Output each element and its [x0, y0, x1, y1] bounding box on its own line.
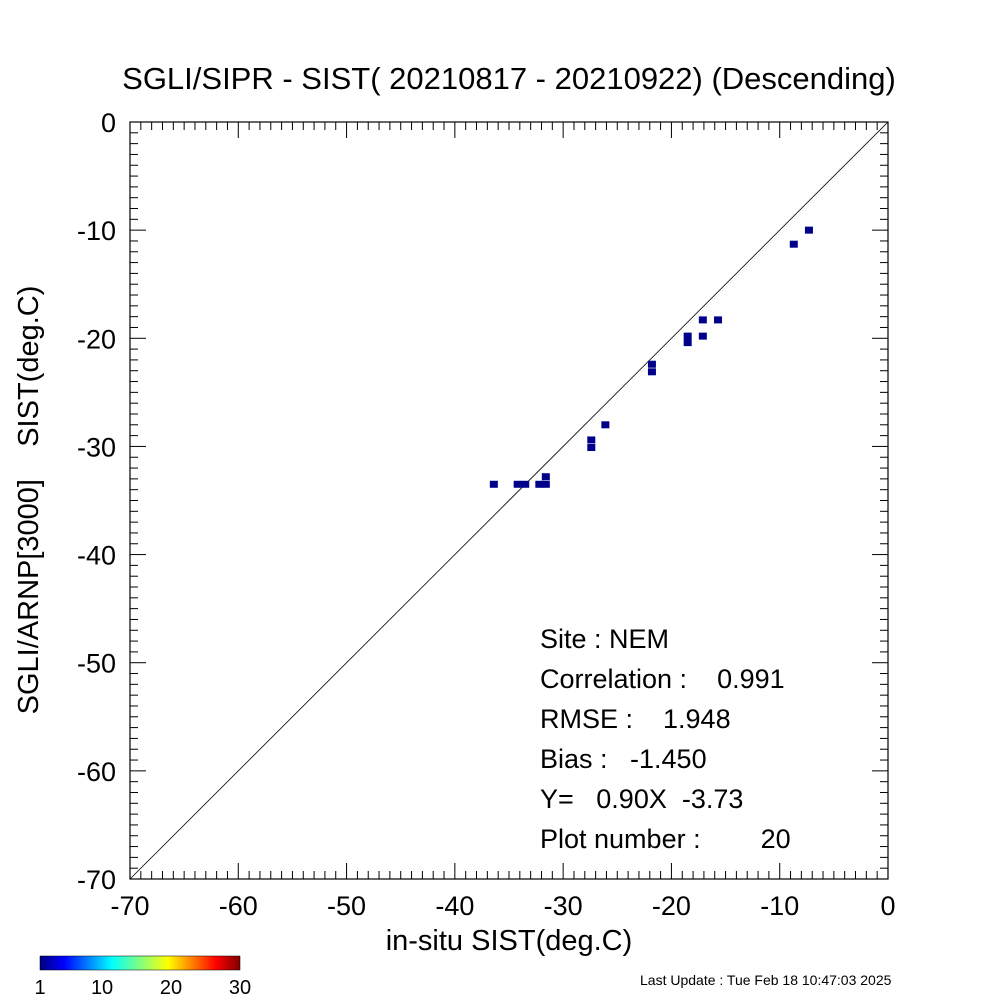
scatter-point: [521, 480, 530, 488]
scatter-point: [587, 444, 596, 452]
colorbar-tick-label: 20: [160, 977, 182, 999]
scatter-point: [713, 316, 722, 324]
y-tick-label: -20: [77, 324, 116, 354]
x-tick-label: -30: [544, 891, 583, 921]
x-tick-label: -60: [219, 891, 258, 921]
scatter-point: [513, 480, 522, 488]
y-tick-label: -10: [77, 216, 116, 246]
y-tick-label: -60: [77, 757, 116, 787]
y-axis-label: SGLI/ARNP[3000] SIST(deg.C): [13, 286, 45, 715]
scatter-point: [535, 480, 544, 488]
colorbar: [39, 955, 241, 971]
stats-box: Site : NEM Correlation : 0.991 RMSE : 1.…: [540, 624, 791, 854]
scatter-point: [683, 339, 692, 347]
x-tick-label: 0: [880, 891, 895, 921]
colorbar-tick-label: 10: [91, 977, 113, 999]
y-tick-label: -50: [77, 649, 116, 679]
scatter-point: [587, 436, 596, 444]
stat-correlation: Correlation : 0.991: [540, 664, 785, 694]
y-tick-label: -30: [77, 432, 116, 462]
scatter-point: [698, 316, 707, 324]
x-axis-label: in-situ SIST(deg.C): [386, 925, 633, 957]
last-update: Last Update : Tue Feb 18 10:47:03 2025: [640, 972, 892, 988]
y-tick-label: -70: [77, 865, 116, 895]
scatter-point: [683, 332, 692, 340]
scatter-point: [541, 473, 550, 481]
plot-axes: -70 -60 -50 -40 -30 -20 -10 0 0 -10 -20 -30 -40 -50 -6…: [77, 108, 896, 921]
scatter-point: [698, 332, 707, 340]
scatter-point: [601, 421, 610, 429]
scatter-point: [804, 226, 813, 234]
scatter-point: [647, 360, 656, 368]
stat-rmse: RMSE : 1.948: [540, 704, 731, 734]
x-tick-label: -50: [327, 891, 366, 921]
stat-regression: Y= 0.90X -3.73: [540, 784, 743, 814]
stat-plot-number: Plot number : 20: [540, 824, 791, 854]
chart-title: SGLI/SIPR - SIST( 20210817 - 20210922) (…: [122, 61, 896, 96]
scatter-point: [489, 480, 498, 488]
colorbar-ticks: 1 10 20 30: [34, 977, 251, 999]
scatter-point: [789, 240, 798, 248]
data-points: [489, 226, 813, 488]
stat-bias: Bias : -1.450: [540, 744, 707, 774]
identity-line: [129, 121, 889, 880]
x-tick-label: -70: [110, 891, 149, 921]
x-tick-label: -10: [760, 891, 799, 921]
y-tick-label: 0: [101, 108, 116, 138]
scatter-point: [541, 480, 550, 488]
x-tick-label: -40: [435, 891, 474, 921]
y-tick-label: -40: [77, 541, 116, 571]
stat-site: Site : NEM: [540, 624, 669, 654]
x-tick-label: -20: [652, 891, 691, 921]
scatter-point: [647, 368, 656, 376]
colorbar-tick-label: 30: [229, 977, 251, 999]
colorbar-tick-label: 1: [34, 977, 45, 999]
